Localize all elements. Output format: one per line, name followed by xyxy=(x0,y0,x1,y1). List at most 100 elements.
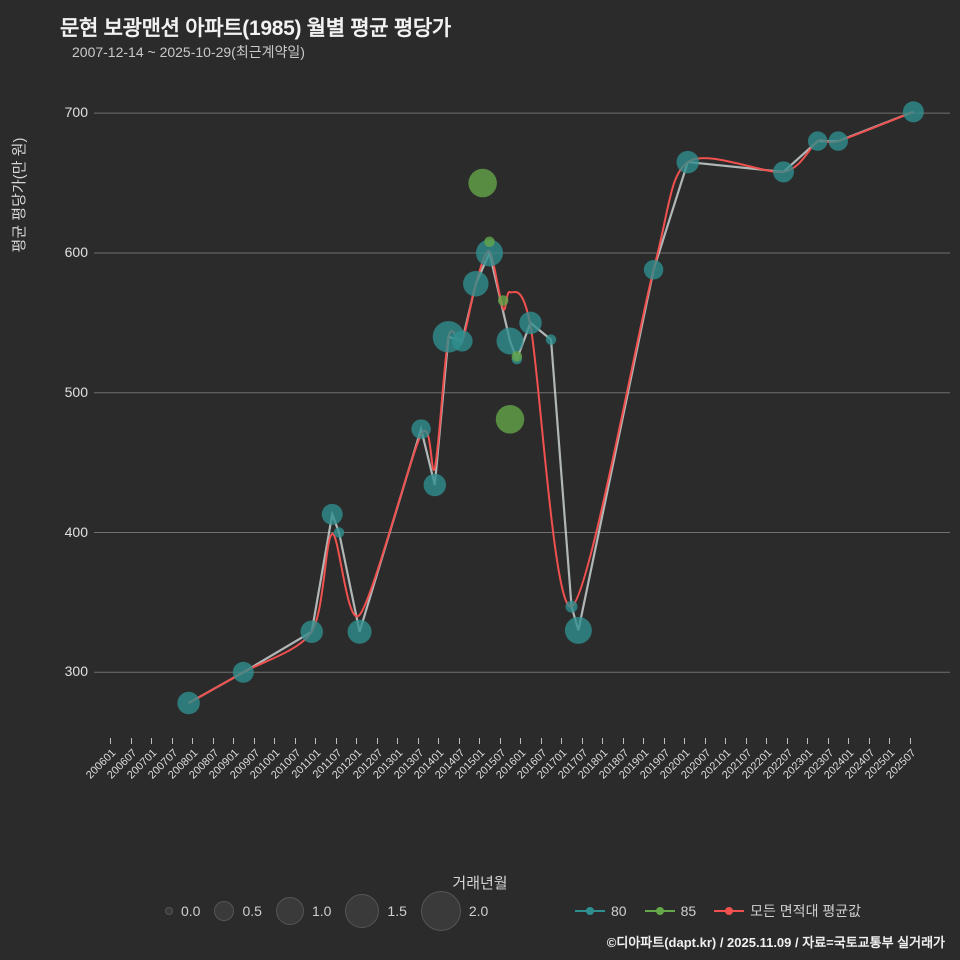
data-point-marker[interactable] xyxy=(177,691,200,715)
legend-size-item: 1.0 xyxy=(275,897,345,925)
data-point-marker[interactable] xyxy=(565,600,578,613)
x-tick-mark xyxy=(643,738,645,744)
x-tick-mark xyxy=(130,738,132,744)
legend-size-label: 1.0 xyxy=(311,903,332,919)
legend-size-dot-icon xyxy=(214,901,235,921)
x-tick-mark xyxy=(499,738,501,744)
data-series-layer xyxy=(177,101,924,715)
legend-size-item: 0.0 xyxy=(165,903,214,919)
x-axis-ticks: 200601 200607 200701 200707 200801 200807 2009… xyxy=(0,738,960,808)
legend-series-label: 80 xyxy=(611,903,627,919)
x-tick-mark xyxy=(540,738,542,744)
y-tick-label: 600 xyxy=(64,243,88,260)
x-tick-mark xyxy=(458,738,460,744)
legend-size-item: 2.0 xyxy=(420,891,502,931)
x-tick-mark xyxy=(663,738,665,744)
data-point-marker[interactable] xyxy=(232,661,254,683)
data-point-marker[interactable] xyxy=(468,168,497,198)
legend-series-item[interactable]: 모든 면적대 평균값 xyxy=(714,901,861,921)
x-tick-mark xyxy=(335,738,337,744)
data-point-marker[interactable] xyxy=(545,334,557,345)
legend-size-scale: 0.0 0.5 1.0 1.5 2.0 xyxy=(165,891,502,931)
x-tick-mark xyxy=(520,738,522,744)
data-point-marker[interactable] xyxy=(496,327,524,355)
y-tick-label: 300 xyxy=(64,663,88,680)
y-tick-label: 500 xyxy=(64,383,88,400)
data-point-marker[interactable] xyxy=(519,311,542,335)
legend-series-swatch-icon xyxy=(644,907,675,915)
legend-size-dot-icon xyxy=(275,897,304,925)
legend-series-swatch-icon xyxy=(714,907,745,915)
legend-series-swatch-icon xyxy=(575,907,605,915)
data-point-marker[interactable] xyxy=(828,131,848,151)
data-point-marker[interactable] xyxy=(451,330,473,352)
x-tick-mark xyxy=(725,738,727,744)
data-point-marker[interactable] xyxy=(333,527,345,538)
x-tick-mark xyxy=(274,738,276,744)
y-tick-label: 400 xyxy=(64,523,88,540)
legend-size-label: 1.5 xyxy=(387,903,407,919)
gridlines xyxy=(94,112,950,673)
x-tick-mark xyxy=(171,738,173,744)
x-tick-mark xyxy=(192,738,194,744)
x-axis-label: 거래년월 xyxy=(452,875,508,892)
data-point-marker[interactable] xyxy=(676,150,700,174)
data-point-marker[interactable] xyxy=(511,351,523,362)
x-tick-mark xyxy=(622,738,624,744)
x-tick-mark xyxy=(910,738,911,744)
x-tick-mark xyxy=(889,738,891,744)
legend-size-dot-icon xyxy=(420,891,461,931)
data-point-marker[interactable] xyxy=(497,295,509,306)
x-tick-mark xyxy=(786,738,788,744)
legend-size-label: 2.0 xyxy=(468,903,489,919)
data-point-marker[interactable] xyxy=(321,503,343,525)
y-tick-label: 700 xyxy=(64,104,88,121)
data-point-marker[interactable] xyxy=(643,259,664,280)
x-tick-mark xyxy=(602,738,604,744)
x-tick-mark xyxy=(704,738,706,744)
data-point-marker[interactable] xyxy=(463,270,489,297)
footer-credit: ©디아파트(dapt.kr) / 2025.11.09 / 자료=국토교통부 실… xyxy=(606,935,945,950)
data-point-marker[interactable] xyxy=(773,161,794,183)
x-tick-mark xyxy=(294,738,296,744)
x-tick-mark xyxy=(315,738,317,744)
legend-size-item: 0.5 xyxy=(214,901,275,921)
plot-area xyxy=(94,95,950,731)
x-tick-mark xyxy=(581,738,583,744)
legend-size-label: 0.5 xyxy=(242,903,262,919)
data-point-marker[interactable] xyxy=(347,619,372,644)
legend-size-item: 1.5 xyxy=(345,894,420,928)
data-point-marker[interactable] xyxy=(475,239,503,267)
x-tick-mark xyxy=(397,738,399,744)
data-point-marker[interactable] xyxy=(902,101,924,123)
data-point-marker[interactable] xyxy=(423,473,447,497)
data-point-marker[interactable] xyxy=(495,405,525,434)
legend-series-item[interactable]: 80 xyxy=(575,903,627,919)
data-point-marker[interactable] xyxy=(484,236,495,248)
legend-size-label: 0.0 xyxy=(181,903,201,919)
data-point-marker[interactable] xyxy=(300,620,323,644)
x-tick-mark xyxy=(868,738,870,744)
x-tick-mark xyxy=(745,738,747,744)
data-point-marker[interactable] xyxy=(807,131,828,151)
data-point-marker[interactable] xyxy=(564,616,592,644)
y-axis-ticks: 300 400 500 600 700 xyxy=(10,95,88,731)
x-tick-mark xyxy=(479,738,481,744)
legend: 0.0 0.5 1.0 1.5 2.0 80 85 모든 면적대 평균값 xyxy=(0,891,960,931)
x-tick-mark xyxy=(684,738,686,744)
legend-series-item[interactable]: 85 xyxy=(644,903,697,919)
legend-series-label: 85 xyxy=(680,903,697,919)
x-tick-mark xyxy=(212,738,214,744)
legend-series-list: 80 85 모든 면적대 평균값 xyxy=(575,895,861,927)
x-tick-mark xyxy=(561,738,563,744)
chart-subtitle: 2007-12-14 ~ 2025-10-29(최근계약일) xyxy=(72,44,305,60)
data-point-marker[interactable] xyxy=(411,419,431,439)
x-tick-mark xyxy=(807,738,809,744)
x-tick-mark xyxy=(827,738,829,744)
x-tick-mark xyxy=(151,738,153,744)
page-title: 문현 보광맨션 아파트(1985) 월별 평균 평당가 xyxy=(60,17,451,40)
legend-size-dot-icon xyxy=(345,894,380,928)
legend-size-dot-icon xyxy=(165,907,173,915)
x-tick-mark xyxy=(417,738,419,744)
